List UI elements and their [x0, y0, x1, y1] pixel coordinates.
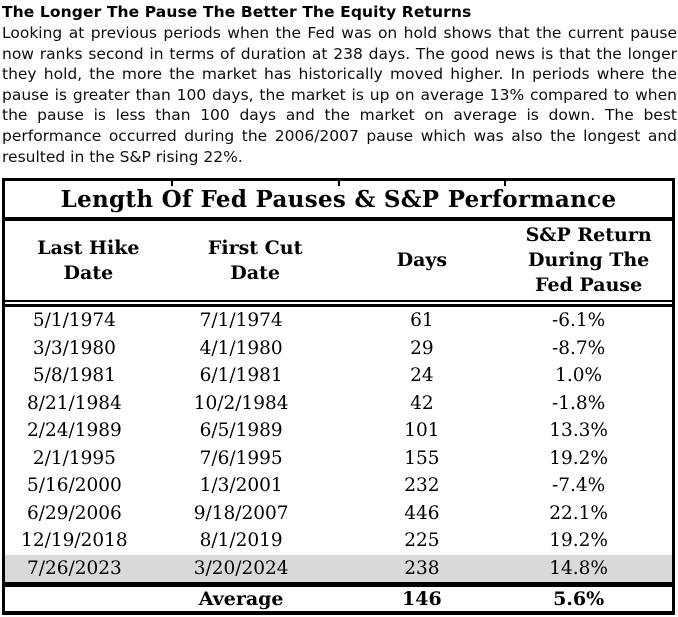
table-header-row: Last Hike Date First Cut Date Days S&P R…	[5, 221, 672, 303]
cell-last-hike-date: 7/26/2023	[26, 557, 122, 579]
cell-sp-return: 19.2%	[549, 530, 609, 552]
header-divider-rule	[5, 304, 672, 308]
column-border-tick	[337, 181, 340, 187]
cell-days: 225	[404, 530, 440, 552]
column-header-first-cut-date: First Cut Date	[207, 236, 303, 284]
table-row: 2/1/1995 7/6/1995 155 19.2%	[5, 445, 672, 473]
table-title: Length Of Fed Pauses & S&P Performance	[5, 181, 672, 222]
cell-days: 61	[410, 310, 434, 332]
column-header-days: Days	[396, 249, 448, 272]
cell-sp-return: -8.7%	[551, 337, 606, 359]
page-title: The Longer The Pause The Better The Equi…	[2, 3, 472, 21]
table-row: 5/1/1974 7/1/1974 61 -6.1%	[5, 307, 672, 335]
cell-days: 24	[410, 365, 434, 387]
average-label: Average	[198, 588, 284, 611]
cell-sp-return: -6.1%	[551, 310, 606, 332]
cell-first-cut-date: 6/1/1981	[199, 365, 283, 387]
cell-first-cut-date: 1/3/2001	[199, 475, 283, 497]
cell-days: 29	[410, 337, 434, 359]
cell-sp-return: 14.8%	[549, 557, 609, 579]
column-border-tick	[170, 181, 173, 187]
cell-days: 232	[404, 475, 440, 497]
cell-first-cut-date: 9/18/2007	[193, 502, 289, 524]
table-row: 3/3/1980 4/1/1980 29 -8.7%	[5, 335, 672, 363]
cell-first-cut-date: 3/20/2024	[193, 557, 289, 579]
cell-first-cut-date: 8/1/2019	[199, 530, 283, 552]
cell-sp-return: -7.4%	[551, 475, 606, 497]
cell-days: 155	[404, 447, 440, 469]
average-sp-return: 5.6%	[553, 588, 605, 611]
cell-sp-return: 13.3%	[549, 420, 609, 442]
cell-first-cut-date: 10/2/1984	[193, 392, 289, 414]
cell-last-hike-date: 8/21/1984	[26, 392, 122, 414]
cell-last-hike-date: 5/1/1974	[32, 310, 116, 332]
table-row: 8/21/1984 10/2/1984 42 -1.8%	[5, 390, 672, 418]
table-row: 2/24/1989 6/5/1989 101 13.3%	[5, 417, 672, 445]
intro-paragraph: Looking at previous periods when the Fed…	[2, 24, 677, 166]
cell-last-hike-date: 6/29/2006	[26, 502, 122, 524]
cell-sp-return: 19.2%	[549, 447, 609, 469]
table-row: 12/19/2018 8/1/2019 225 19.2%	[5, 527, 672, 555]
table-row: 6/29/2006 9/18/2007 446 22.1%	[5, 500, 672, 528]
cell-first-cut-date: 6/5/1989	[199, 420, 283, 442]
cell-sp-return: 1.0%	[555, 365, 603, 387]
cell-last-hike-date: 2/1/1995	[32, 447, 116, 469]
cell-last-hike-date: 5/16/2000	[26, 475, 122, 497]
cell-last-hike-date: 3/3/1980	[32, 337, 116, 359]
column-header-last-hike-date: Last Hike Date	[37, 236, 140, 284]
cell-days: 238	[404, 557, 440, 579]
cell-sp-return: -1.8%	[551, 392, 606, 414]
column-border-tick	[504, 181, 507, 187]
cell-days: 446	[404, 502, 440, 524]
cell-last-hike-date: 2/24/1989	[26, 420, 122, 442]
cell-days: 101	[404, 420, 440, 442]
table-row-current-pause-highlighted: 7/26/2023 3/20/2024 238 14.8%	[5, 554, 672, 583]
cell-first-cut-date: 7/6/1995	[199, 447, 283, 469]
document-page: The Longer The Pause The Better The Equi…	[0, 3, 678, 616]
table-body: 5/1/1974 7/1/1974 61 -6.1% 3/3/1980 4/1/…	[5, 307, 672, 583]
average-row: Average 146 5.6%	[5, 582, 672, 611]
cell-first-cut-date: 4/1/1980	[199, 337, 283, 359]
cell-last-hike-date: 5/8/1981	[32, 365, 116, 387]
average-days: 146	[402, 588, 442, 611]
fed-pauses-table: Length Of Fed Pauses & S&P Performance L…	[2, 178, 675, 616]
table-row: 5/16/2000 1/3/2001 232 -7.4%	[5, 472, 672, 500]
cell-last-hike-date: 12/19/2018	[21, 530, 128, 552]
cell-sp-return: 22.1%	[549, 502, 609, 524]
table-row: 5/8/1981 6/1/1981 24 1.0%	[5, 362, 672, 390]
cell-first-cut-date: 7/1/1974	[199, 310, 283, 332]
column-header-sp-return: S&P Return During The Fed Pause	[525, 224, 652, 297]
cell-days: 42	[410, 392, 434, 414]
